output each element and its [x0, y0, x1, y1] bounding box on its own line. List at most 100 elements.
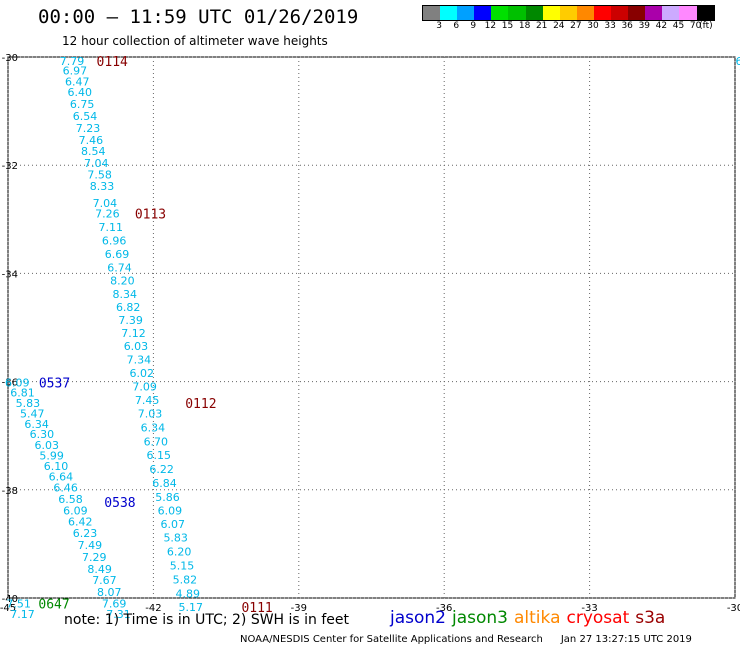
legend-label: 36 [621, 21, 633, 31]
y-tick-label: -36 [2, 378, 18, 389]
wave-height-point: 8.33 [90, 180, 115, 193]
satellite-jason2: jason2 [390, 608, 446, 628]
chart-title: 00:00 – 11:59 UTC 01/26/2019 [38, 6, 359, 28]
wave-height-point: 7.45 [135, 394, 160, 407]
legend-label: 24 [553, 21, 565, 31]
x-tick-label: -39 [291, 603, 307, 614]
satellite-altika: altika [514, 608, 561, 628]
legend-swatch-6 [525, 6, 543, 20]
wave-height-point: 6.34 [141, 422, 166, 435]
wave-height-point: 7.67 [92, 574, 117, 587]
wave-height-point: 7.12 [121, 327, 146, 340]
wave-height-point: 6.10 [44, 460, 69, 473]
wave-height-point: 6.20 [167, 545, 192, 558]
legend-label: 15 [501, 21, 514, 31]
legend-label: 39 [638, 21, 651, 31]
y-tick-label: -40 [2, 594, 18, 605]
legend-label: 9 [470, 21, 477, 31]
plot-frame [7, 56, 736, 599]
y-tick-label: -38 [2, 486, 18, 497]
pass-time-label: 0111 [241, 601, 272, 616]
legend-swatch-3 [474, 6, 492, 20]
legend-label: 33 [604, 21, 616, 31]
x-tick-label: -45 [0, 603, 16, 614]
legend-swatch-5 [508, 6, 526, 20]
legend-label: 6 [453, 21, 460, 31]
y-tick-label: -32 [2, 161, 18, 172]
wave-height-point: 7.58 [87, 168, 112, 181]
wave-height-point: 6.42 [68, 516, 93, 529]
wave-height-point: 6.54 [73, 110, 98, 123]
wave-height-point: 6.30 [30, 428, 55, 441]
wave-height-point: 5.17 [178, 601, 203, 614]
legend-swatch-14 [662, 6, 680, 20]
wave-height-point: 6.03 [35, 439, 60, 452]
legend-label: 12 [484, 21, 497, 31]
wave-height-point: 6.6 [735, 55, 740, 68]
wave-height-point: 6.75 [70, 98, 95, 111]
x-tick-label: -30 [727, 603, 740, 614]
wave-height-point: 6.07 [161, 518, 186, 531]
wave-height-point: 7.04 [93, 197, 118, 210]
legend-label: (ft) [699, 21, 713, 31]
wave-height-point: 6.15 [146, 449, 171, 462]
wave-height-point: 5.83 [16, 397, 41, 410]
wave-height-point: 7.03 [138, 408, 163, 421]
legend-swatch-11 [611, 6, 629, 20]
wave-height-point: 7.17 [10, 608, 35, 621]
pass-time-label: 0112 [185, 397, 216, 412]
y-tick-label: -34 [2, 269, 18, 280]
wave-height-point: 6.09 [158, 504, 183, 517]
legend-label: 21 [535, 21, 548, 31]
satellite-s3a: s3a [635, 608, 666, 628]
legend-swatch-9 [576, 6, 594, 20]
legend-label: 70 [689, 21, 702, 31]
wave-height-point: 7.23 [76, 122, 101, 135]
pass-time-label: 0114 [97, 55, 128, 70]
wave-height-point: 7.49 [78, 539, 103, 552]
wave-height-point: 6.81 [10, 386, 35, 399]
wave-height-point: 6.69 [105, 248, 130, 261]
satellite-cryosat: cryosat [566, 608, 630, 628]
wave-height-point: 7.69 [102, 597, 127, 610]
wave-height-point: 6.09 [5, 377, 30, 390]
pass-time-label: 0113 [135, 207, 166, 222]
credit-text: NOAA/NESDIS Center for Satellite Applica… [240, 634, 543, 645]
wave-height-point: 6.96 [102, 234, 127, 247]
wave-height-point: 7.04 [84, 157, 109, 170]
wave-height-point: 7.34 [127, 353, 152, 366]
legend-label: 3 [436, 21, 442, 31]
legend-swatch-16 [696, 6, 714, 20]
pass-time-label: 0537 [39, 377, 70, 392]
wave-height-point: 6.82 [116, 301, 141, 314]
legend-swatch-10 [593, 6, 612, 20]
legend-swatch-8 [559, 6, 577, 20]
color-scale-legend [422, 5, 715, 21]
wave-height-point: 6.40 [67, 86, 92, 99]
wave-height-point: 5.86 [155, 491, 180, 504]
wave-height-point: 7.29 [82, 551, 107, 564]
wave-height-point: 8.20 [110, 274, 135, 287]
timestamp-text: Jan 27 13:27:15 UTC 2019 [560, 634, 692, 645]
wave-height-point: 8.54 [81, 145, 106, 158]
wave-height-point: 6.46 [53, 482, 78, 495]
wave-height-point: 6.70 [144, 436, 169, 449]
wave-height-point: 5.99 [39, 450, 64, 463]
wave-height-point: 6.22 [149, 463, 174, 476]
wave-height-point: 5.15 [170, 560, 195, 573]
pass-time-label: 0538 [104, 496, 135, 511]
wave-height-point: 7.31 [106, 608, 131, 621]
wave-height-point: 6.03 [124, 340, 149, 353]
x-tick-label: -33 [581, 603, 597, 614]
wave-height-point: 8.34 [113, 288, 138, 301]
wave-height-point: 7.26 [95, 207, 120, 220]
wave-height-point: 5.83 [163, 531, 188, 544]
legend-swatch-7 [542, 6, 560, 20]
wave-height-point: 7.51 [6, 597, 31, 610]
wave-height-point: 7.11 [98, 221, 123, 234]
legend-swatch-0 [423, 6, 441, 20]
legend-label: 30 [587, 21, 599, 31]
legend-label: 45 [672, 21, 685, 31]
wave-height-point: 6.23 [73, 527, 98, 540]
